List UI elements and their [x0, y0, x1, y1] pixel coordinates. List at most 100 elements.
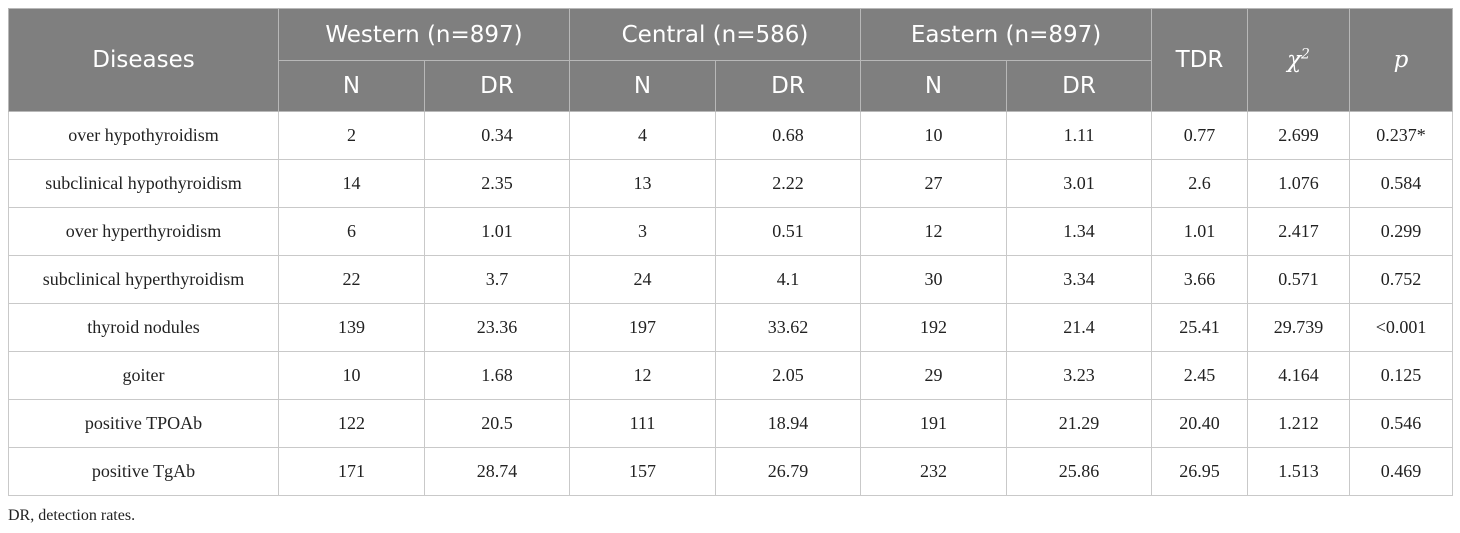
cell-p-value: 0.125 [1349, 351, 1454, 400]
cell-eastern-n: 12 [860, 207, 1008, 256]
cell-western-dr: 3.7 [424, 255, 570, 304]
cell-central-n: 197 [569, 303, 716, 352]
cell-eastern-dr: 21.29 [1006, 399, 1153, 448]
cell-p-value: 0.584 [1349, 159, 1454, 208]
cell-eastern-n: 191 [860, 399, 1008, 448]
cell-disease-name: positive TPOAb [8, 399, 279, 448]
cell-eastern-dr: 3.23 [1006, 351, 1153, 400]
header-p-value: p [1349, 8, 1454, 112]
cell-eastern-dr: 3.34 [1006, 255, 1153, 304]
cell-western-dr: 28.74 [424, 447, 570, 496]
table-row: subclinical hypothyroidism 14 2.35 13 2.22 27… [8, 159, 1454, 208]
cell-western-n: 2 [278, 111, 425, 160]
cell-central-n: 111 [569, 399, 716, 448]
subheader-western-n: N [278, 60, 425, 112]
cell-western-dr: 2.35 [424, 159, 570, 208]
cell-western-n: 171 [278, 447, 425, 496]
table-body: over hypothyroidism 2 0.34 4 0.68 10 1.11 0.77 2… [8, 111, 1454, 496]
cell-western-dr: 1.68 [424, 351, 570, 400]
cell-central-dr: 0.51 [714, 207, 862, 256]
subheader-western-dr: DR [424, 60, 570, 112]
cell-eastern-n: 232 [860, 447, 1008, 496]
cell-western-dr: 1.01 [424, 207, 570, 256]
cell-western-n: 139 [278, 303, 425, 352]
cell-chi-square: 4.164 [1247, 351, 1351, 400]
cell-chi-square: 1.513 [1247, 447, 1351, 496]
cell-disease-name: over hyperthyroidism [8, 207, 279, 256]
subheader-eastern-n: N [860, 60, 1008, 112]
cell-central-n: 13 [569, 159, 716, 208]
cell-chi-square: 1.076 [1247, 159, 1351, 208]
header-eastern: Eastern (n=897) [860, 8, 1153, 61]
cell-eastern-dr: 1.34 [1006, 207, 1153, 256]
cell-p-value: 0.752 [1349, 255, 1454, 304]
header-tdr: TDR [1151, 8, 1249, 112]
header-western: Western (n=897) [278, 8, 570, 61]
cell-chi-square: 1.212 [1247, 399, 1351, 448]
cell-disease-name: goiter [8, 351, 279, 400]
cell-p-value: 0.299 [1349, 207, 1454, 256]
subheader-eastern-dr: DR [1006, 60, 1153, 112]
cell-p-value: 0.546 [1349, 399, 1454, 448]
cell-chi-square: 2.699 [1247, 111, 1351, 160]
cell-tdr: 20.40 [1151, 399, 1249, 448]
cell-western-dr: 20.5 [424, 399, 570, 448]
cell-eastern-n: 30 [860, 255, 1008, 304]
subheader-central-dr: DR [714, 60, 862, 112]
cell-chi-square: 2.417 [1247, 207, 1351, 256]
cell-eastern-n: 192 [860, 303, 1008, 352]
cell-eastern-n: 29 [860, 351, 1008, 400]
table-header: Diseases Western (n=897) Central (n=586)… [8, 8, 1454, 112]
cell-tdr: 25.41 [1151, 303, 1249, 352]
cell-eastern-n: 10 [860, 111, 1008, 160]
cell-disease-name: positive TgAb [8, 447, 279, 496]
cell-p-value: 0.469 [1349, 447, 1454, 496]
table-row: subclinical hyperthyroidism 22 3.7 24 4.1 30 3… [8, 255, 1454, 304]
cell-tdr: 2.45 [1151, 351, 1249, 400]
header-diseases: Diseases [8, 8, 279, 112]
cell-disease-name: thyroid nodules [8, 303, 279, 352]
table-row: positive TgAb 171 28.74 157 26.79 232 25.86 26.… [8, 447, 1454, 496]
cell-disease-name: subclinical hyperthyroidism [8, 255, 279, 304]
cell-central-dr: 2.22 [714, 159, 862, 208]
cell-p-value: 0.237* [1349, 111, 1454, 160]
header-chi-square: χ2 [1247, 8, 1351, 112]
cell-tdr: 2.6 [1151, 159, 1249, 208]
table-row: over hypothyroidism 2 0.34 4 0.68 10 1.11 0.77 2… [8, 111, 1454, 160]
cell-western-n: 22 [278, 255, 425, 304]
cell-western-n: 14 [278, 159, 425, 208]
cell-eastern-dr: 21.4 [1006, 303, 1153, 352]
cell-central-dr: 2.05 [714, 351, 862, 400]
cell-p-value: <0.001 [1349, 303, 1454, 352]
cell-central-n: 4 [569, 111, 716, 160]
cell-western-dr: 23.36 [424, 303, 570, 352]
cell-eastern-dr: 3.01 [1006, 159, 1153, 208]
subheader-central-n: N [569, 60, 716, 112]
cell-western-n: 10 [278, 351, 425, 400]
cell-central-n: 3 [569, 207, 716, 256]
chi-superscript: 2 [1301, 46, 1310, 63]
cell-western-dr: 0.34 [424, 111, 570, 160]
cell-disease-name: subclinical hypothyroidism [8, 159, 279, 208]
thyroid-disease-table: Diseases Western (n=897) Central (n=586)… [8, 8, 1454, 496]
cell-western-n: 122 [278, 399, 425, 448]
table-row: thyroid nodules 139 23.36 197 33.62 192 21.4 25… [8, 303, 1454, 352]
cell-central-dr: 18.94 [714, 399, 862, 448]
cell-central-dr: 4.1 [714, 255, 862, 304]
cell-disease-name: over hypothyroidism [8, 111, 279, 160]
cell-eastern-dr: 25.86 [1006, 447, 1153, 496]
table-row: positive TPOAb 122 20.5 111 18.94 191 21.29 20.… [8, 399, 1454, 448]
chi-symbol: χ [1287, 47, 1302, 73]
cell-central-n: 157 [569, 447, 716, 496]
cell-central-dr: 26.79 [714, 447, 862, 496]
cell-eastern-dr: 1.11 [1006, 111, 1153, 160]
table-row: over hyperthyroidism 6 1.01 3 0.51 12 1.34 1.01… [8, 207, 1454, 256]
table-footnote: DR, detection rates. [8, 507, 136, 524]
cell-central-n: 12 [569, 351, 716, 400]
cell-tdr: 26.95 [1151, 447, 1249, 496]
cell-western-n: 6 [278, 207, 425, 256]
cell-central-dr: 0.68 [714, 111, 862, 160]
cell-eastern-n: 27 [860, 159, 1008, 208]
cell-central-dr: 33.62 [714, 303, 862, 352]
cell-tdr: 1.01 [1151, 207, 1249, 256]
